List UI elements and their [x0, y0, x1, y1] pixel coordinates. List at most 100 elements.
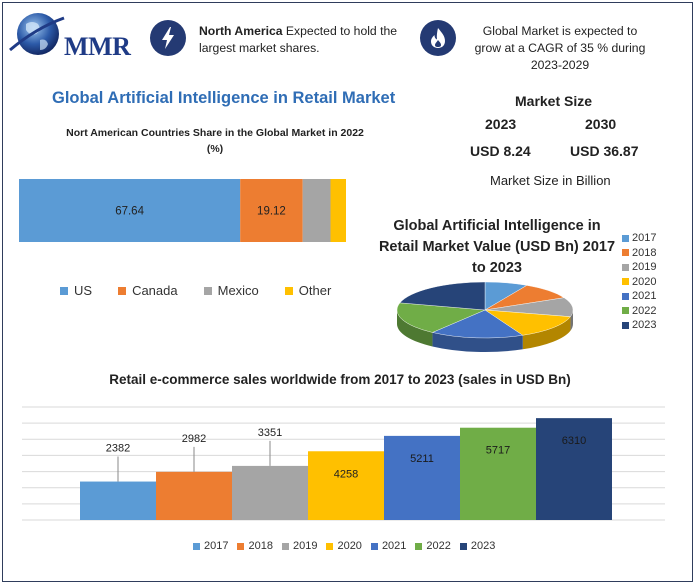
legend-swatch — [622, 278, 629, 285]
legend-label: 2023 — [632, 319, 657, 331]
info-cagr: Global Market is expected to grow at a C… — [474, 24, 646, 72]
legend-swatch — [203, 286, 212, 295]
legend-swatch — [370, 542, 378, 550]
stacked-segment-mexico — [302, 179, 331, 242]
pie-slice-2021 — [431, 309, 524, 339]
stacked-segment-canada — [240, 179, 303, 242]
bar-data-label: 3351 — [258, 427, 282, 439]
legend-swatch — [193, 542, 200, 550]
legend-label: Mexico — [217, 283, 259, 298]
legend-swatch — [622, 307, 629, 314]
legend-label: 2018 — [248, 540, 273, 552]
legend-label: Canada — [132, 283, 178, 298]
pie-legend-2019: 2019 — [622, 261, 656, 273]
stacked-data-label: 19.12 — [257, 206, 286, 218]
legend-label: Other — [298, 283, 332, 298]
pie-slice-2022 — [396, 302, 486, 333]
info-bold: North America — [199, 24, 283, 38]
pie-chart-title: Global Artificial Intelligence in Retail… — [378, 218, 616, 276]
info-north-america: North America Expected to hold the large… — [199, 23, 414, 57]
market-size-footnote: Market Size in Billion — [490, 173, 611, 188]
bar-data-label: 5717 — [486, 445, 510, 457]
legend-other: Other — [284, 283, 332, 298]
legend-us: US — [60, 283, 92, 298]
legend-swatch — [415, 542, 423, 550]
legend-label: 2022 — [632, 304, 657, 317]
legend-label: 2022 — [426, 540, 451, 552]
pie-side-2020 — [522, 316, 571, 350]
market-value-2030: USD 36.87 — [570, 143, 639, 159]
bar-2018 — [156, 471, 232, 520]
legend-label: 2017 — [632, 232, 657, 244]
legend-label: 2017 — [204, 540, 229, 552]
stacked-segment-us — [19, 179, 241, 242]
bar-legend-2019: 2019 — [281, 540, 317, 552]
pie-slice-2020 — [484, 309, 571, 336]
pie-legend: 2017 2018 2019 2020 2021 2022 2023 — [622, 232, 656, 331]
legend-label: 2020 — [632, 275, 657, 288]
pie-side-2019 — [570, 310, 573, 331]
bar-data-label: 2382 — [106, 443, 130, 455]
legend-label: 2021 — [632, 290, 657, 302]
legend-swatch — [237, 542, 245, 550]
lightning-icon — [150, 20, 186, 56]
pie-side-2021 — [432, 332, 523, 352]
bar-2019 — [232, 465, 308, 520]
bar-legend-2017: 2017 — [193, 540, 228, 552]
legend-swatch — [622, 234, 629, 242]
bar-chart: 2382 2982 3351 4258 5211 5717 6310 — [22, 406, 665, 521]
legend-label: 2020 — [337, 540, 362, 552]
logo-text: MMR — [64, 32, 131, 61]
legend-swatch — [60, 286, 68, 295]
bar-legend: 2017 2018 2019 2020 2021 2022 2023 — [193, 540, 495, 552]
bar-legend-2018: 2018 — [237, 540, 273, 552]
bar-data-label: 4258 — [334, 468, 358, 480]
legend-swatch — [622, 292, 629, 300]
bar-2017 — [80, 481, 156, 520]
stacked-bar-chart: 67.64 19.12 — [19, 179, 346, 242]
stacked-segment-other — [330, 179, 346, 242]
main-title: Global Artificial Intelligence in Retail… — [52, 89, 396, 107]
legend-swatch — [622, 321, 629, 329]
market-year-2023: 2023 — [485, 116, 517, 132]
legend-label: 2019 — [632, 261, 657, 273]
legend-label: US — [74, 283, 93, 298]
pie-side-2022 — [397, 310, 433, 347]
info-text: Expected to hold the largest market shar… — [199, 24, 398, 55]
pie-legend-2023: 2023 — [622, 319, 656, 331]
pie-legend-2017: 2017 — [622, 232, 656, 244]
legend-mexico: Mexico — [203, 283, 259, 298]
legend-swatch — [284, 286, 293, 295]
bar-data-label: 6310 — [562, 435, 586, 447]
pie-chart — [396, 281, 574, 352]
market-year-2030: 2030 — [585, 116, 617, 132]
bar-legend-2023: 2023 — [459, 540, 495, 552]
stacked-data-label: 67.64 — [115, 206, 144, 218]
bar-2021 — [384, 435, 460, 520]
bar-data-label: 2982 — [182, 433, 206, 445]
flame-icon — [420, 20, 456, 56]
market-size-title: Market Size — [515, 93, 593, 109]
mmr-logo: MMR — [6, 10, 136, 64]
legend-swatch — [622, 263, 629, 271]
bar-2023 — [536, 418, 612, 520]
bar-legend-2020: 2020 — [326, 540, 362, 552]
legend-swatch — [326, 542, 334, 550]
bar-2020 — [308, 451, 384, 520]
bar-legend-2022: 2022 — [415, 540, 451, 552]
stacked-bar-subtitle: Nort American Countries Share in the Glo… — [66, 127, 364, 155]
legend-label: 2018 — [632, 246, 657, 259]
legend-swatch — [118, 286, 127, 295]
pie-legend-2018: 2018 — [622, 247, 656, 259]
bar-chart-title: Retail e-commerce sales worldwide from 2… — [109, 372, 571, 387]
legend-label: 2021 — [381, 540, 407, 552]
legend-swatch — [459, 542, 467, 550]
bar-2022 — [460, 427, 536, 520]
globe-icon — [9, 13, 65, 55]
stacked-legend: US Canada Mexico Other — [60, 283, 331, 298]
pie-legend-2020: 2020 — [622, 276, 656, 288]
legend-swatch — [281, 542, 289, 550]
legend-canada: Canada — [118, 283, 178, 298]
pie-legend-2021: 2021 — [622, 290, 656, 302]
